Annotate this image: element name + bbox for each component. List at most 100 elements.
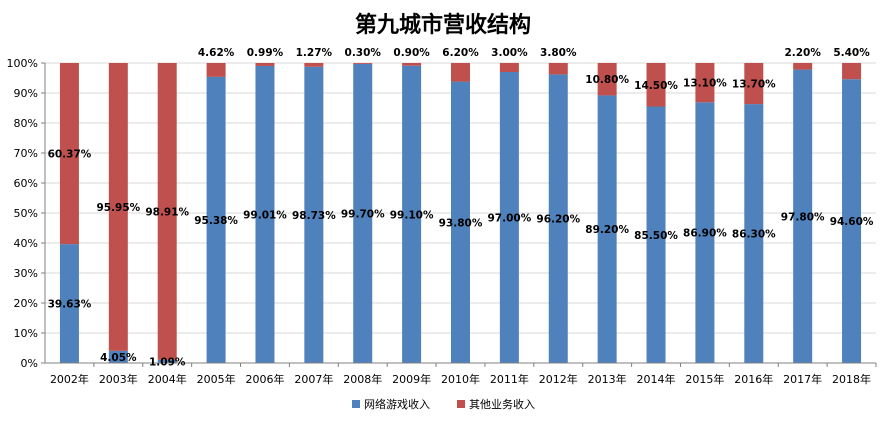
x-tick-label: 2016年 bbox=[734, 372, 773, 386]
data-label-other-business: 4.62% bbox=[198, 47, 235, 59]
bar-segment-other-business bbox=[255, 63, 275, 66]
data-label-other-business: 10.80% bbox=[585, 74, 629, 86]
bar-segment-other-business bbox=[402, 63, 422, 66]
legend-swatch bbox=[352, 400, 360, 408]
bar-segment-other-business bbox=[157, 63, 177, 360]
data-label-online-games: 98.73% bbox=[292, 210, 336, 222]
data-label-online-games: 89.20% bbox=[585, 224, 629, 236]
x-tick-label: 2014年 bbox=[637, 372, 676, 386]
bar-segment-online-games bbox=[353, 63, 373, 364]
data-label-online-games: 97.00% bbox=[488, 213, 532, 225]
x-tick-label: 2015年 bbox=[685, 372, 724, 386]
data-label-other-business: 13.70% bbox=[732, 79, 776, 91]
bar-segment-online-games bbox=[255, 65, 275, 363]
bar-segment-online-games bbox=[646, 106, 666, 363]
bar-segment-online-games bbox=[695, 102, 715, 364]
y-tick-label: 10% bbox=[14, 327, 38, 340]
data-label-online-games: 95.38% bbox=[194, 215, 238, 227]
y-tick-label: 100% bbox=[7, 57, 38, 70]
x-tick-label: 2017年 bbox=[783, 372, 822, 386]
data-label-online-games: 86.30% bbox=[732, 229, 776, 241]
bar-segment-online-games bbox=[793, 69, 813, 363]
bar-segment-other-business bbox=[108, 63, 128, 351]
bar-segment-other-business bbox=[499, 63, 519, 72]
data-label-other-business: 5.40% bbox=[833, 47, 870, 59]
legend-swatch bbox=[457, 400, 465, 408]
y-tick-label: 0% bbox=[21, 357, 38, 370]
bar-segment-online-games bbox=[402, 65, 422, 363]
data-label-other-business: 60.37% bbox=[48, 149, 92, 161]
bar-segment-other-business bbox=[597, 63, 617, 96]
x-tick-label: 2005年 bbox=[197, 372, 236, 386]
bar-segment-online-games bbox=[597, 95, 617, 364]
data-label-online-games: 97.80% bbox=[781, 211, 825, 223]
y-tick-label: 30% bbox=[14, 267, 38, 280]
data-label-online-games: 85.50% bbox=[634, 230, 678, 242]
data-label-other-business: 95.95% bbox=[96, 202, 140, 214]
x-tick-label: 2011年 bbox=[490, 372, 529, 386]
bar-segment-other-business bbox=[206, 63, 226, 77]
x-tick-label: 2013年 bbox=[588, 372, 627, 386]
x-tick-label: 2007年 bbox=[294, 372, 333, 386]
x-tick-label: 2012年 bbox=[539, 372, 578, 386]
bar-segment-other-business bbox=[744, 63, 764, 105]
legend: 网络游戏收入 其他业务收入 bbox=[352, 397, 535, 411]
bar-segment-online-games bbox=[108, 350, 128, 363]
x-tick-label: 2009年 bbox=[392, 372, 431, 386]
bar-segment-other-business bbox=[304, 63, 324, 67]
data-label-other-business: 98.91% bbox=[145, 206, 189, 218]
data-label-other-business: 2.20% bbox=[784, 47, 821, 59]
axes: 0% 10% 20% 30% 40% 50% 60% 70% 80% 90% 100% 2002年 20… bbox=[7, 57, 877, 386]
x-tick-label: 2006年 bbox=[245, 372, 284, 386]
x-tick-label: 2008年 bbox=[343, 372, 382, 386]
bar-segment-online-games bbox=[304, 66, 324, 363]
data-label-other-business: 6.20% bbox=[442, 47, 479, 59]
x-tick-label: 2004年 bbox=[148, 372, 187, 386]
data-label-online-games: 86.90% bbox=[683, 228, 727, 240]
data-label-online-games: 99.10% bbox=[390, 209, 434, 221]
data-label-other-business: 1.27% bbox=[296, 47, 333, 59]
y-tick-label: 80% bbox=[14, 117, 38, 130]
bar-segment-other-business bbox=[793, 63, 813, 70]
data-label-other-business: 0.90% bbox=[393, 47, 430, 59]
bar-segment-online-games bbox=[842, 79, 862, 363]
x-tick-label: 2002年 bbox=[50, 372, 89, 386]
legend-label: 其他业务收入 bbox=[469, 397, 535, 411]
data-label-other-business: 14.50% bbox=[634, 80, 678, 92]
x-tick-label: 2010年 bbox=[441, 372, 480, 386]
data-labels: 39.63% 60.37% 4.05% 95.95% 1.09% 98.91% 95.38%… bbox=[48, 47, 874, 368]
bar-segment-other-business bbox=[646, 63, 666, 107]
data-label-online-games: 1.09% bbox=[149, 356, 186, 368]
bar-segment-online-games bbox=[206, 76, 226, 364]
bar-segment-other-business bbox=[59, 63, 79, 245]
data-label-other-business: 3.00% bbox=[491, 47, 528, 59]
bar-segment-online-games bbox=[744, 104, 764, 363]
data-label-online-games: 4.05% bbox=[100, 352, 137, 364]
data-label-online-games: 96.20% bbox=[536, 214, 580, 226]
data-label-online-games: 94.60% bbox=[830, 216, 874, 228]
y-tick-label: 60% bbox=[14, 177, 38, 190]
bar-segment-other-business bbox=[842, 63, 862, 80]
y-tick-label: 50% bbox=[14, 207, 38, 220]
data-label-other-business: 0.30% bbox=[345, 47, 382, 59]
data-label-online-games: 93.80% bbox=[439, 217, 483, 229]
y-tick-label: 70% bbox=[14, 147, 38, 160]
chart-title: 第九城市营收结构 bbox=[355, 12, 531, 38]
x-tick-label: 2018年 bbox=[832, 372, 871, 386]
bar-segment-other-business bbox=[548, 63, 568, 75]
x-tick-label: 2003年 bbox=[99, 372, 138, 386]
data-label-other-business: 3.80% bbox=[540, 47, 577, 59]
legend-label: 网络游戏收入 bbox=[364, 397, 430, 411]
y-tick-label: 40% bbox=[14, 237, 38, 250]
bar-segment-online-games bbox=[59, 244, 79, 363]
data-label-online-games: 39.63% bbox=[48, 299, 92, 311]
bar-segment-online-games bbox=[157, 359, 177, 363]
data-label-other-business: 13.10% bbox=[683, 78, 727, 90]
bar-segment-online-games bbox=[451, 81, 470, 363]
bar-segment-other-business bbox=[695, 63, 715, 103]
bar-segment-other-business bbox=[353, 63, 373, 64]
data-label-other-business: 0.99% bbox=[247, 47, 284, 59]
bar-segment-other-business bbox=[451, 63, 470, 82]
